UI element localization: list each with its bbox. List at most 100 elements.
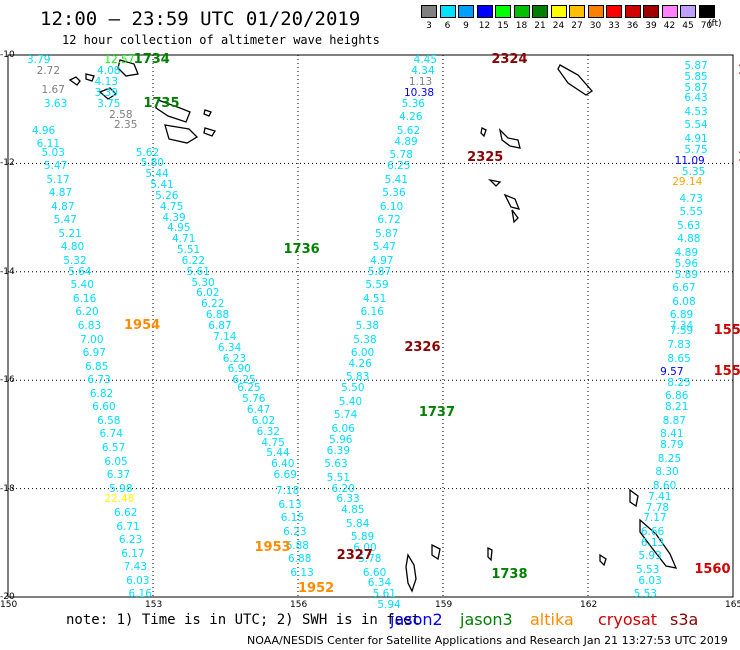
lon-tick-label: 162 <box>580 600 598 610</box>
coastline <box>98 87 118 100</box>
swh-value: 7.00 <box>80 333 104 346</box>
swh-value: 2.35 <box>114 119 138 132</box>
swh-value: 8.21 <box>665 401 689 414</box>
swh-value: 6.40 <box>271 458 295 471</box>
swh-value: 6.88 <box>205 309 230 322</box>
swh-value: 29.14 <box>672 176 703 189</box>
swh-value: 5.98 <box>109 482 133 495</box>
coastline <box>511 209 519 224</box>
swh-value: 6.90 <box>227 363 251 376</box>
swh-value: 5.59 <box>365 279 389 292</box>
swh-value: 6.23 <box>222 352 247 365</box>
swh-value: 5.40 <box>338 395 363 408</box>
pass-label: 1954 <box>124 318 161 333</box>
swh-value: 5.87 <box>367 265 392 278</box>
swh-value: 5.78 <box>358 553 382 566</box>
scale-swatch <box>439 5 456 18</box>
scale-swatch <box>458 5 474 18</box>
pass-label: 2327 <box>336 548 373 564</box>
swh-value: 5.41 <box>150 179 174 192</box>
lat-tick-label: -20 <box>0 592 15 602</box>
lat-tick-label: -14 <box>0 266 15 277</box>
swh-value: 5.51 <box>326 471 351 484</box>
scale-swatch <box>421 5 437 18</box>
swh-value: 5.26 <box>155 189 179 202</box>
swh-value: 5.64 <box>68 265 92 278</box>
swh-value: 6.06 <box>331 422 355 435</box>
lon-tick-label: 156 <box>290 600 308 610</box>
pass-label: 1559 <box>713 364 740 380</box>
swh-value: 6.11 <box>36 138 61 151</box>
pass-label: 1558 <box>713 323 740 339</box>
swh-value: 6.83 <box>77 320 102 332</box>
swh-value: 1.67 <box>41 84 65 97</box>
swh-value: 8.25 <box>667 376 691 389</box>
swh-value: 6.23 <box>118 534 143 547</box>
coastline <box>164 124 199 144</box>
swh-value: 8.65 <box>667 352 691 365</box>
swh-value: 6.62 <box>114 506 138 519</box>
swh-value: 6.43 <box>684 92 708 105</box>
pass-label: 1558 <box>738 150 740 165</box>
swh-value: 7.34 <box>669 320 694 332</box>
coastline <box>117 59 139 77</box>
swh-value: 5.85 <box>684 70 708 83</box>
swh-value: 4.08 <box>97 65 121 78</box>
scale-swatch <box>606 5 622 18</box>
swh-value: 4.95 <box>167 222 191 235</box>
swh-value: 10.38 <box>404 86 435 99</box>
swh-value: 6.47 <box>246 404 271 416</box>
swh-value: 7.18 <box>275 485 300 498</box>
swh-value: 3.63 <box>43 97 68 110</box>
scale-swatch <box>680 5 696 18</box>
swh-value: 6.00 <box>353 542 377 555</box>
scale-label: 27 <box>571 21 583 31</box>
swh-value: 7.14 <box>213 330 237 343</box>
lon-tick-label: 153 <box>145 600 163 610</box>
scale-label: 45 <box>682 21 694 31</box>
swh-value: 6.16 <box>128 588 152 601</box>
coastline <box>503 193 521 210</box>
swh-value: 12.57 <box>104 54 135 67</box>
scale-label: 24 <box>552 21 565 31</box>
swh-value: 6.22 <box>201 298 225 311</box>
swh-value: 4.34 <box>411 65 435 78</box>
swh-value: 5.47 <box>53 214 77 227</box>
pass-label: 1737 <box>418 404 456 420</box>
swh-value: 4.73 <box>679 192 703 205</box>
scale-label: 30 <box>589 21 602 31</box>
scale-swatch <box>513 5 530 18</box>
swh-value: 5.94 <box>377 599 401 612</box>
lon-tick-label: 165 <box>725 600 740 610</box>
coastline <box>487 546 493 562</box>
swh-value: 6.86 <box>665 390 689 403</box>
scale-label: 6 <box>444 21 451 31</box>
coastline <box>639 518 678 569</box>
swh-value: 5.38 <box>353 333 377 346</box>
swh-value: 11.09 <box>674 154 705 167</box>
swh-value: 4.75 <box>261 436 285 449</box>
swh-value: 5.62 <box>135 146 160 159</box>
swh-value: 6.39 <box>326 444 351 457</box>
lon-tick-label: 159 <box>435 600 453 610</box>
swh-value: 6.13 <box>290 566 314 579</box>
swh-value: 9.57 <box>660 366 684 379</box>
swh-value: 6.25 <box>232 374 256 387</box>
swh-value: 6.34 <box>367 577 392 590</box>
pass-label: 15 <box>738 63 740 78</box>
swh-value: 6.69 <box>273 469 297 482</box>
swh-value: 6.57 <box>101 441 126 454</box>
scale-swatch <box>550 5 567 18</box>
swh-value: 7.83 <box>667 338 691 351</box>
lon-tick-label: 150 <box>0 600 18 610</box>
swh-value: 4.39 <box>162 211 186 224</box>
swh-value: 5.83 <box>346 371 370 384</box>
lat-tick-label: -16 <box>0 375 15 386</box>
swh-value: 5.76 <box>242 393 266 406</box>
swh-value: 6.16 <box>72 292 97 305</box>
swh-value: 5.53 <box>636 563 660 576</box>
scale-label: 9 <box>463 21 469 31</box>
pass-label: 1734 <box>133 52 170 68</box>
scale-swatch <box>476 5 493 18</box>
